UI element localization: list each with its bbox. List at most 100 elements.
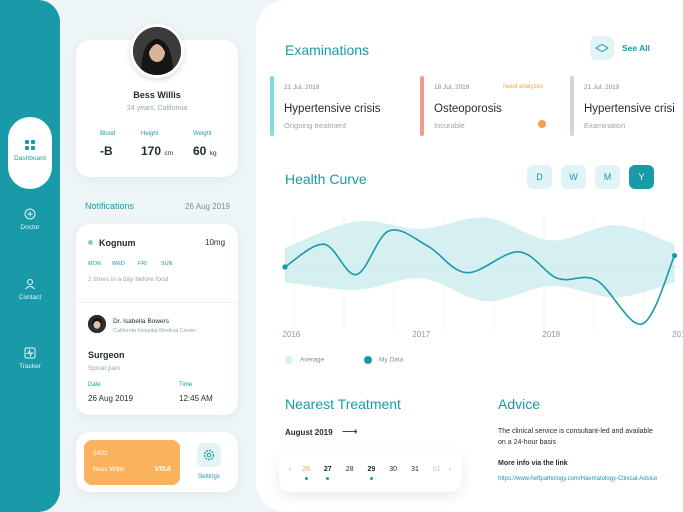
status-dot bbox=[88, 240, 93, 245]
stat-label: Weight bbox=[193, 131, 212, 137]
x-tick-label: 2018 bbox=[542, 330, 560, 339]
period-button-y[interactable]: Y bbox=[629, 165, 654, 189]
doctor-name: Dr. Isabella Bowers bbox=[113, 318, 169, 325]
sidebar-item-contact[interactable]: Contact bbox=[8, 278, 52, 301]
calendar-day[interactable]: 28 bbox=[345, 466, 354, 473]
grid-icon bbox=[25, 140, 35, 150]
doctor-specialty: Surgeon bbox=[88, 350, 125, 360]
event-dot bbox=[304, 477, 308, 480]
notifications-title: Notifications bbox=[85, 201, 135, 211]
exam-card[interactable]: 18 Jul, 2019 Osteoporosis Incurable bbox=[420, 76, 560, 136]
medication-dose: 10mg bbox=[205, 238, 226, 247]
calendar-day[interactable]: 30 bbox=[389, 466, 398, 473]
stat-value: 60 bbox=[193, 144, 207, 158]
stat-blood: Blood -B bbox=[100, 131, 115, 158]
period-button-m[interactable]: M bbox=[595, 165, 620, 189]
pulse-icon bbox=[24, 347, 36, 359]
card-number: 5432 bbox=[93, 450, 108, 457]
event-dot bbox=[326, 477, 330, 480]
sidebar-item-doctor[interactable]: Doctor bbox=[8, 208, 52, 231]
exam-title: Hypertensive crisi bbox=[584, 103, 675, 115]
advice-more-label: More info via the link bbox=[498, 460, 568, 467]
legend-label: My Data bbox=[379, 356, 404, 364]
sidebar-item-tracker[interactable]: Tracker bbox=[8, 347, 52, 370]
exam-card[interactable]: 21 Jul, 2019 Hypertensive crisi Examinat… bbox=[570, 76, 683, 136]
profile-name: Bess Willis bbox=[133, 90, 181, 100]
doctor-avatar[interactable] bbox=[88, 315, 106, 333]
event-dot bbox=[369, 477, 373, 480]
appointment-reason: Spinal pain bbox=[88, 365, 121, 372]
sidebar-item-label: Dashboard bbox=[14, 155, 46, 162]
stat-weight: Weight 60 kg bbox=[193, 131, 217, 158]
data-point bbox=[671, 253, 678, 259]
legend-swatch bbox=[285, 356, 293, 364]
stat-label: Height bbox=[141, 131, 159, 137]
legend-label: Average bbox=[300, 356, 325, 364]
profile-photo bbox=[133, 27, 181, 75]
health-curve-title: Health Curve bbox=[285, 171, 367, 187]
examinations-title: Examinations bbox=[285, 42, 370, 58]
calendar-day[interactable]: 01 bbox=[432, 466, 441, 473]
stat-value: 170 bbox=[141, 144, 162, 158]
day-label: MON bbox=[88, 261, 101, 267]
appointment-time: 12:45 AM bbox=[179, 394, 213, 403]
data-point bbox=[282, 264, 288, 270]
medication-name: Kognum bbox=[99, 238, 136, 248]
exam-color-bar bbox=[270, 76, 274, 136]
date-strip bbox=[279, 449, 462, 492]
avatar[interactable] bbox=[130, 24, 184, 78]
day-label: WED bbox=[112, 261, 125, 267]
calendar-day[interactable]: 31 bbox=[411, 466, 419, 473]
user-icon bbox=[25, 279, 35, 290]
see-all-button[interactable] bbox=[590, 36, 614, 60]
treatment-month: August 2019 bbox=[285, 428, 333, 437]
calendar-day[interactable]: 26 bbox=[302, 466, 310, 473]
stat-value: -B bbox=[100, 144, 113, 158]
advice-link[interactable]: https://www.heftpathology.com/Haematolog… bbox=[498, 476, 658, 482]
exam-date: 21 Jul, 2019 bbox=[584, 84, 620, 91]
sidebar-item-dashboard[interactable]: Dashboard bbox=[8, 117, 52, 189]
period-button-w[interactable]: W bbox=[561, 165, 586, 189]
exam-date: 21 Jul, 2019 bbox=[284, 84, 320, 91]
exam-title: Hypertensive crisis bbox=[284, 103, 381, 115]
exam-card[interactable]: 21 Jul, 2019 Hypertensive crisis Ongoing… bbox=[270, 76, 410, 136]
sidebar-item-label: Doctor bbox=[20, 224, 40, 231]
calendar-day[interactable]: 29 bbox=[367, 466, 376, 473]
date-label: Date bbox=[88, 382, 101, 388]
chevron-left-icon[interactable]: ‹ bbox=[288, 466, 292, 473]
exam-date: 18 Jul, 2019 bbox=[434, 84, 470, 91]
sidebar-item-label: Contact bbox=[18, 294, 42, 301]
sidebar: Dashboard Doctor Contact Tracker bbox=[0, 0, 60, 512]
notifications-date: 26 Aug 2019 bbox=[185, 202, 230, 211]
plus-circle-icon bbox=[24, 208, 36, 220]
stat-unit: kg bbox=[209, 150, 217, 157]
stat-unit: cm bbox=[164, 150, 174, 157]
divider bbox=[76, 302, 238, 303]
profile-subtitle: 24 years, California bbox=[126, 105, 188, 112]
exam-color-bar bbox=[420, 76, 424, 136]
card-brand: VISA bbox=[154, 466, 171, 473]
exam-title: Osteoporosis bbox=[434, 103, 502, 115]
doctor-hospital: California Hospital Medical Center bbox=[113, 328, 197, 334]
arrow-right-icon[interactable]: ⟶ bbox=[342, 426, 358, 438]
nearest-treatment-title: Nearest Treatment bbox=[285, 396, 401, 412]
layers-icon bbox=[595, 43, 609, 53]
average-band bbox=[285, 217, 675, 302]
doctor-photo bbox=[88, 315, 106, 333]
calendar-day[interactable]: 27 bbox=[323, 466, 332, 473]
advice-title: Advice bbox=[498, 396, 541, 412]
payment-card[interactable]: 5432 Bess Willis VISA bbox=[84, 440, 180, 485]
settings-label: Settings bbox=[198, 474, 220, 480]
period-button-d[interactable]: D bbox=[527, 165, 552, 189]
settings-button[interactable] bbox=[197, 443, 221, 467]
stat-label: Blood bbox=[100, 131, 116, 137]
legend-average: Average bbox=[285, 356, 324, 364]
legend-my-data: My Data bbox=[364, 356, 403, 364]
x-tick-label: 2017 bbox=[412, 330, 430, 339]
exam-color-bar bbox=[570, 76, 574, 136]
day-label: SUN bbox=[161, 261, 173, 267]
chevron-right-icon[interactable]: › bbox=[448, 466, 452, 473]
see-all-link[interactable]: See All bbox=[622, 43, 651, 53]
warning-dot bbox=[538, 120, 546, 128]
my-data-line bbox=[284, 229, 676, 325]
